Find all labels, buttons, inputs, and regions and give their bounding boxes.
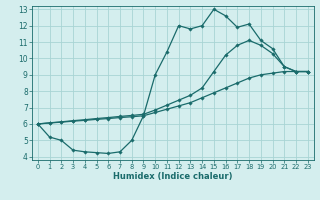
X-axis label: Humidex (Indice chaleur): Humidex (Indice chaleur) xyxy=(113,172,233,181)
